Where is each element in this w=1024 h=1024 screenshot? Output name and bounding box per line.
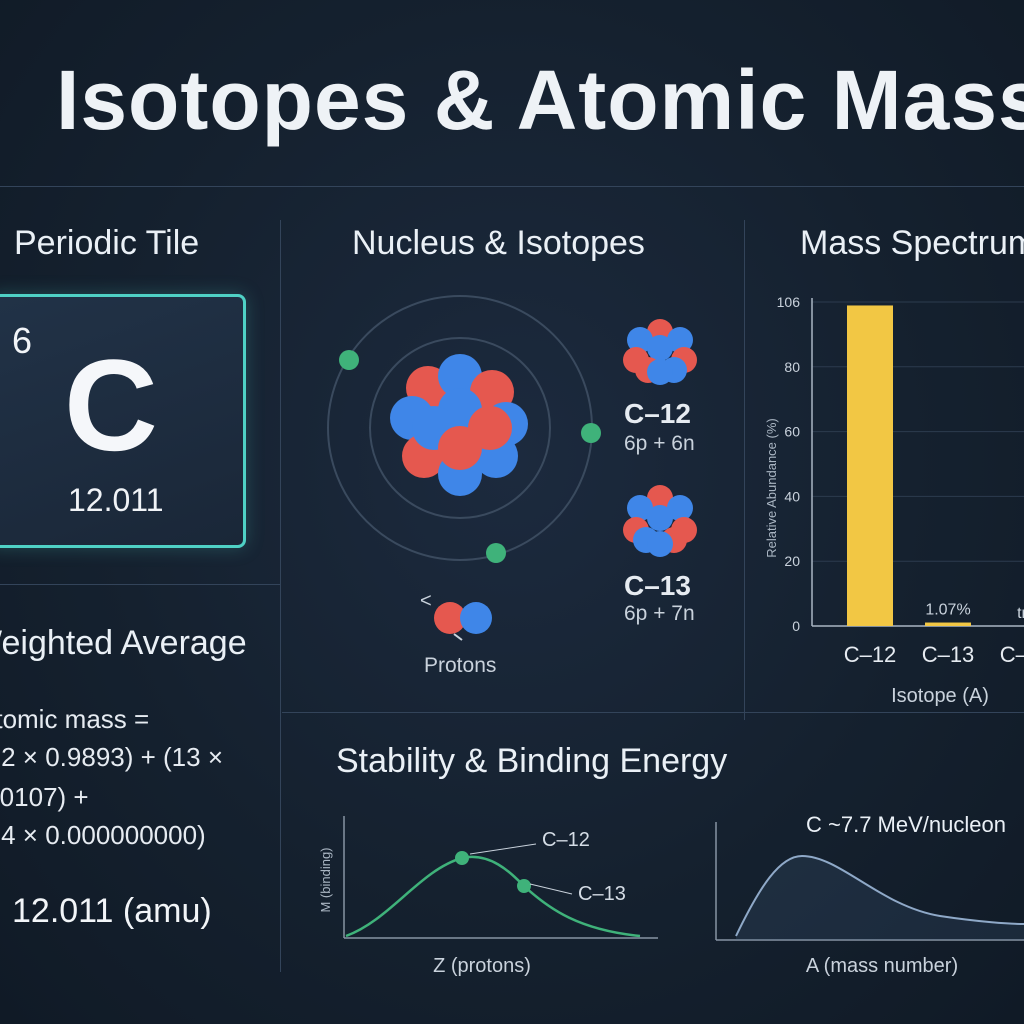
spectrum-x-label: Isotope (A) xyxy=(891,685,989,707)
atom-diagram xyxy=(327,295,601,563)
element-symbol: C xyxy=(64,332,158,478)
tile-atomic-mass: 12.011 xyxy=(68,482,164,518)
y-tick-label: 106 xyxy=(777,294,801,310)
x-tick-label: C–12 xyxy=(844,642,897,667)
atomic-number: 6 xyxy=(12,320,33,361)
isotope-c13-icon xyxy=(623,485,697,557)
spectrum-y-label: Relative Abundance (%) xyxy=(764,418,779,557)
mass-spectrum-chart: 0 20 40 60 80 106 1.07% trc C–12 C–13 C–14 Isoto… xyxy=(764,294,1024,707)
y-tick-label: 0 xyxy=(792,618,800,634)
electron-3 xyxy=(486,543,506,563)
nucleus-cluster xyxy=(390,354,528,496)
binding-annotation: C ~7.7 MeV/nucleon xyxy=(806,812,1006,837)
isotope-c12-composition: 6p + 6n xyxy=(624,432,695,455)
y-tick-label: 40 xyxy=(784,488,800,504)
bar-data-label: 1.07% xyxy=(925,602,970,619)
c12-point-label: C–12 xyxy=(542,829,590,851)
isotope-c13-composition: 6p + 7n xyxy=(624,602,695,625)
isotope-c12-icon xyxy=(623,319,697,385)
weighted-average-result: 12.011 (amu) xyxy=(12,892,212,930)
c13-point xyxy=(517,879,531,893)
weighted-average-heading: Weighted Average xyxy=(0,624,247,662)
legend-mark: < xyxy=(420,590,432,612)
c12-point xyxy=(455,851,469,865)
page-title: Isotopes & Atomic Mass xyxy=(56,53,1024,147)
isotope-c13-name: C–13 xyxy=(624,570,691,601)
y-tick-label: 60 xyxy=(784,424,800,440)
y-tick-label: 80 xyxy=(784,359,800,375)
protons-label: Protons xyxy=(424,654,497,677)
right-column-divider xyxy=(744,220,745,720)
electron-2 xyxy=(581,423,601,443)
nucleus-heading: Nucleus & Isotopes xyxy=(352,224,645,262)
binding-area xyxy=(736,856,1024,940)
left-column-divider xyxy=(280,220,281,972)
stability-chart: C–12 C–13 M (binding) Z (protons) xyxy=(318,816,658,977)
electron-1 xyxy=(339,350,359,370)
bar-2 xyxy=(925,622,971,626)
left-section-divider xyxy=(0,584,280,585)
c13-leader xyxy=(529,883,573,895)
binding-energy-chart: C ~7.7 MeV/nucleon A (mass number) xyxy=(715,812,1024,977)
formula-line-4: (14 × 0.000000000) xyxy=(0,820,206,850)
stability-x-label: Z (protons) xyxy=(433,955,531,977)
middle-section-divider xyxy=(282,712,1024,713)
x-tick-label: C–13 xyxy=(922,642,975,667)
periodic-tile-heading: Periodic Tile xyxy=(14,224,200,262)
formula-line-2: (12 × 0.9893) + (13 × xyxy=(0,742,224,772)
proton-legend-icon xyxy=(434,602,492,641)
stability-curve xyxy=(345,855,641,938)
binding-x-label: A (mass number) xyxy=(806,955,958,977)
periodic-tile xyxy=(0,294,246,548)
header-divider xyxy=(0,186,1024,187)
bar-1 xyxy=(847,305,893,626)
c12-leader xyxy=(469,843,537,855)
inner-orbit xyxy=(369,337,551,519)
c13-point-label: C–13 xyxy=(578,883,626,905)
binding-curve xyxy=(735,854,1024,937)
formula-line-3: 0.0107) + xyxy=(0,782,89,812)
bar-data-label: trc xyxy=(1017,605,1024,622)
formula-line-1: Atomic mass = xyxy=(0,704,150,734)
y-tick-label: 20 xyxy=(784,553,800,569)
stability-heading: Stability & Binding Energy xyxy=(336,742,728,780)
isotope-c12-name: C–12 xyxy=(624,398,691,429)
mass-spectrum-heading: Mass Spectrum xyxy=(800,224,1024,262)
x-tick-label: C–14 xyxy=(1000,642,1024,667)
stability-y-label: M (binding) xyxy=(318,847,333,912)
